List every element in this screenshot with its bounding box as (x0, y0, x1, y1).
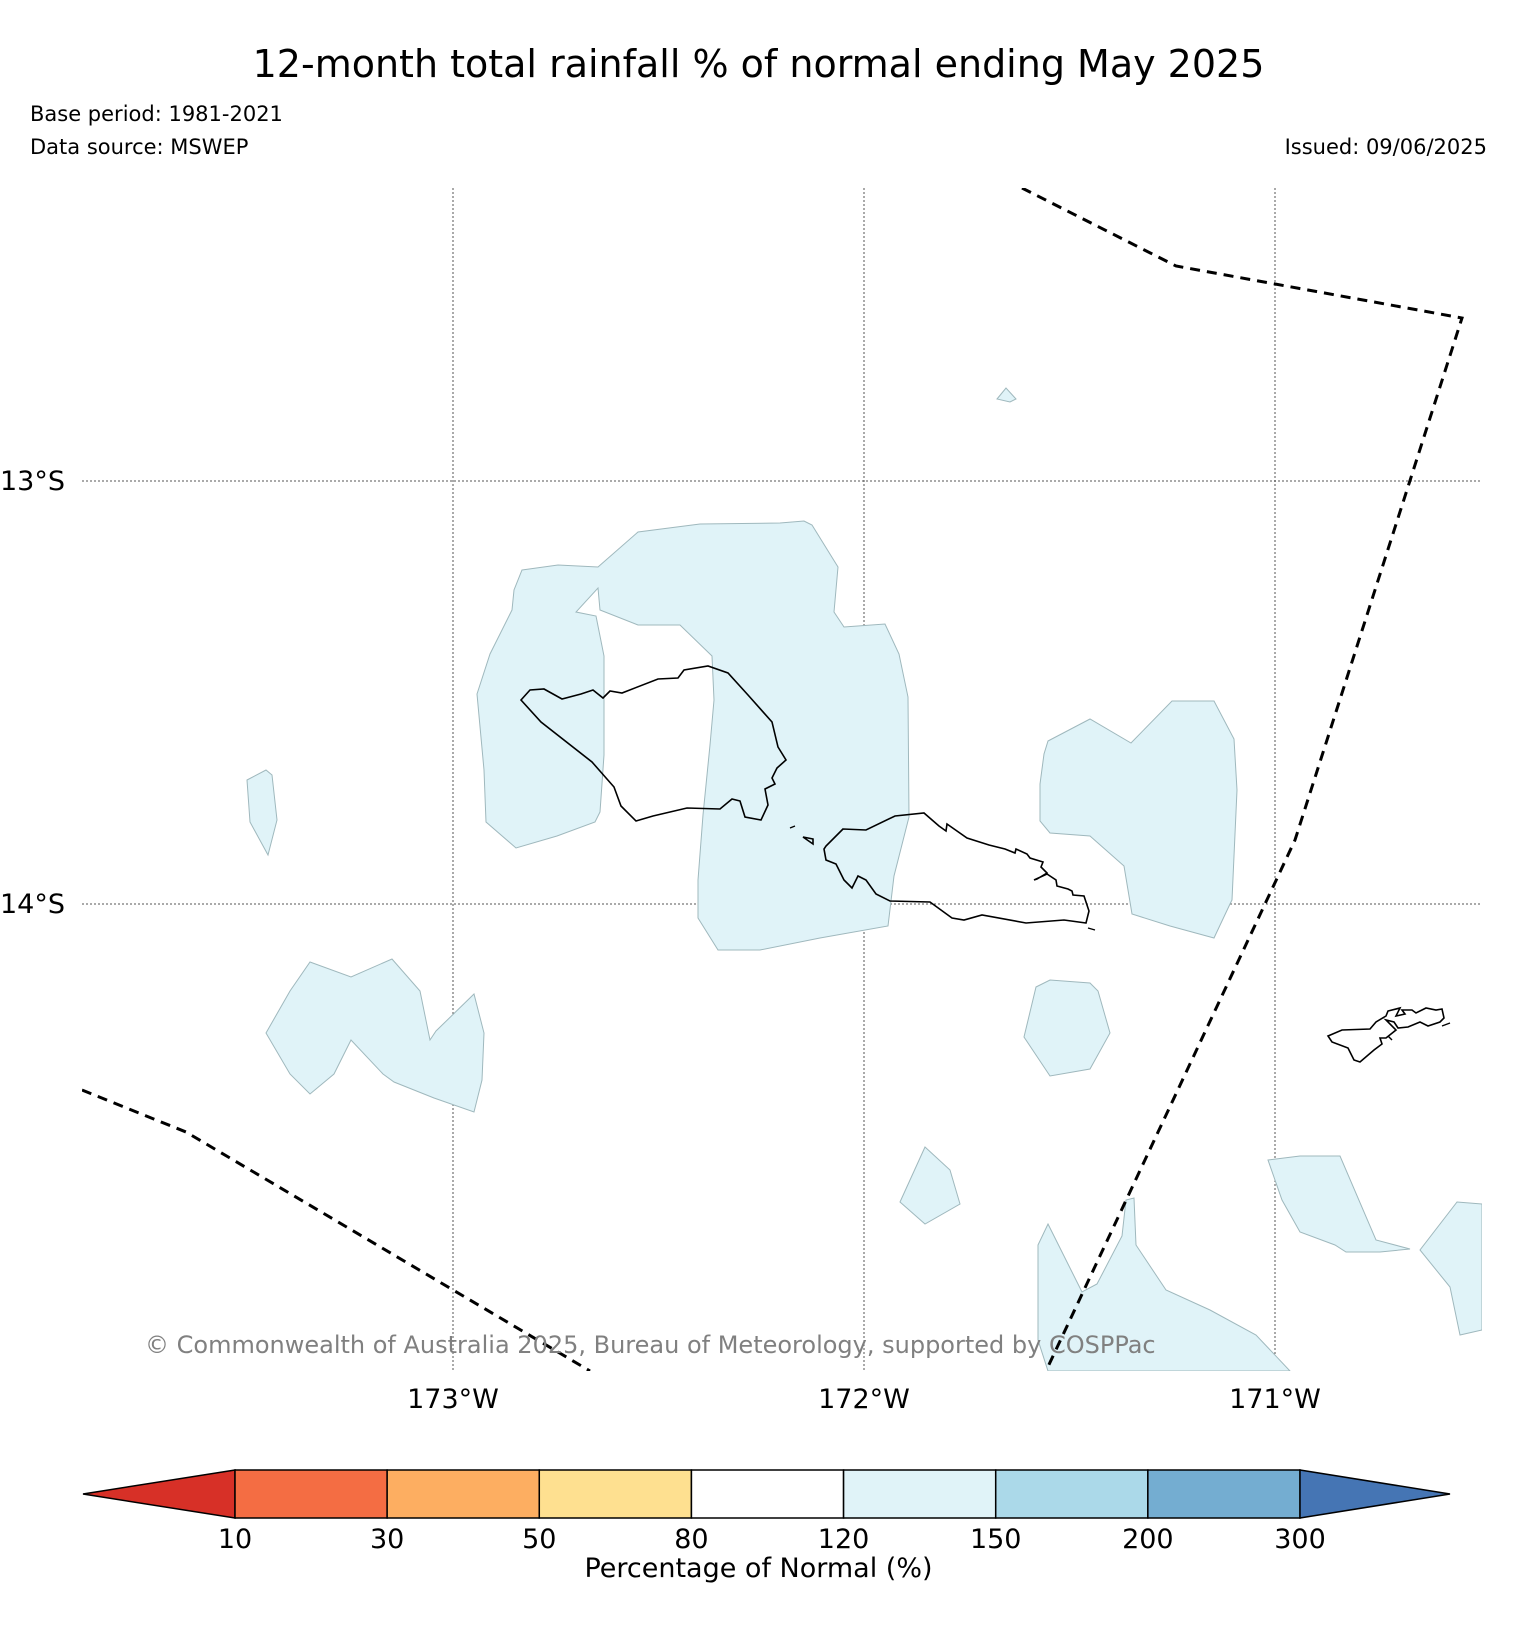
coastline-savaii (519, 665, 788, 822)
colorbar-tick-200: 200 (1122, 1524, 1174, 1555)
rainfall-region-small-east (1023, 979, 1111, 1077)
colorbar-tick-80: 80 (674, 1524, 708, 1555)
data-source-text: Data source: MSWEP (30, 135, 249, 159)
lon-label-172w: 172°W (818, 1384, 910, 1415)
lat-label-14s: 14°S (0, 889, 65, 920)
colorbar-tick-150: 150 (970, 1524, 1022, 1555)
rainfall-region-west-islet (246, 769, 278, 857)
colorbar-segment-50-80 (538, 1469, 693, 1519)
colorbar-segment-150-200 (994, 1469, 1149, 1519)
coastlines (519, 665, 1445, 1063)
eez-boundaries (82, 188, 1464, 1371)
rainfall-region-upolu-west (476, 520, 910, 951)
colorbar-tick-30: 30 (370, 1524, 404, 1555)
colorbar-segment-120-150 (842, 1469, 997, 1519)
issued-date: Issued: 09/06/2025 (1284, 135, 1487, 159)
colorbar: 10 30 50 80 120 150 200 300 (82, 1469, 1451, 1555)
colorbar-tick-50: 50 (522, 1524, 556, 1555)
copyright-text: © Commonwealth of Australia 2025, Bureau… (145, 1331, 1156, 1359)
rainfall-region-southeast (1267, 1155, 1411, 1253)
colorbar-segment-30-50 (386, 1469, 541, 1519)
rainfall-region-north-islet (996, 387, 1017, 403)
eez-boundary-north-east (1021, 188, 1464, 1371)
colorbar-tick-10: 10 (218, 1524, 252, 1555)
colorbar-label: Percentage of Normal (%) (584, 1553, 933, 1584)
rainfall-region-east (1039, 700, 1238, 939)
base-period-text: Base period: 1981-2021 (30, 102, 283, 126)
rainfall-regions (246, 387, 1482, 1371)
coastline-tutuila (1326, 1006, 1445, 1063)
rainfall-region-south (1037, 1197, 1291, 1371)
lon-label-171w: 171°W (1229, 1384, 1321, 1415)
coastline-fragments (789, 825, 1451, 1041)
colorbar-tick-300: 300 (1274, 1524, 1326, 1555)
lon-label-173w: 173°W (407, 1384, 499, 1415)
colorbar-segment-200-300 (1147, 1469, 1301, 1519)
colorbar-extend-high (1299, 1469, 1451, 1519)
map-title: 12-month total rainfall % of normal endi… (252, 42, 1265, 86)
rainfall-region-far-east (1419, 1201, 1482, 1336)
eez-boundary-south-west (82, 1088, 591, 1371)
coastline-apolima (802, 836, 814, 846)
rainfall-region-south-center (899, 1146, 961, 1225)
colorbar-extend-low (82, 1469, 236, 1519)
colorbar-segment-80-120 (690, 1469, 845, 1519)
lat-label-13s: 13°S (0, 466, 65, 497)
colorbar-segment-10-30 (234, 1469, 388, 1519)
coastline-upolu (823, 812, 1090, 924)
rainfall-region-southwest (265, 958, 485, 1113)
colorbar-tick-120: 120 (818, 1524, 870, 1555)
